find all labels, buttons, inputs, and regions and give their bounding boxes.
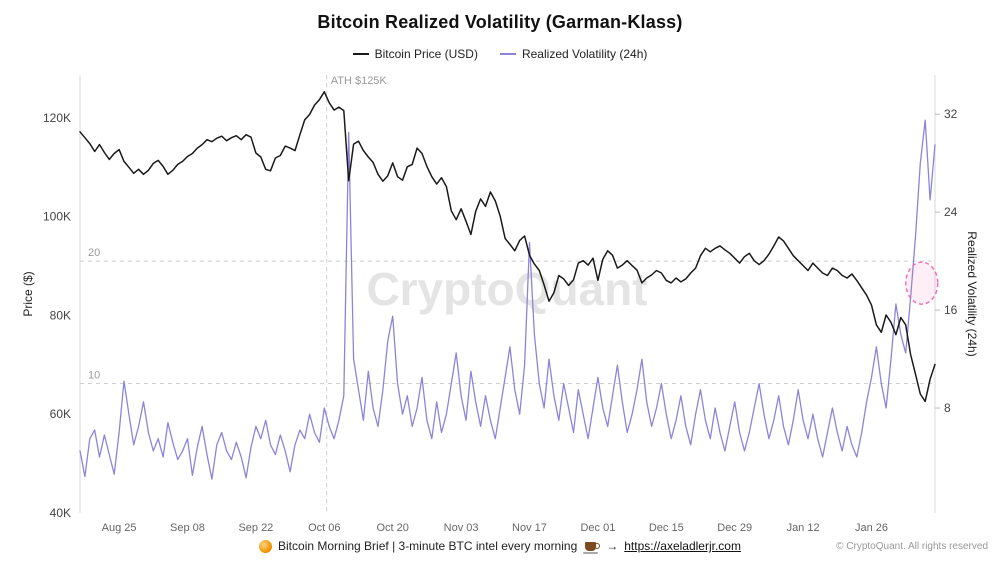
price-line-swatch bbox=[352, 53, 369, 55]
price-tick-label: 60K bbox=[50, 407, 71, 421]
date-tick-label: Dec 29 bbox=[717, 522, 752, 534]
arrow-icon: → bbox=[606, 539, 619, 553]
legend-label-volatility: Realized Volatility (24h) bbox=[521, 47, 648, 61]
ath-annotation-label: ATH $125K bbox=[331, 75, 388, 87]
date-tick-label: Dec 01 bbox=[580, 522, 615, 534]
volatility-tick-label: 16 bbox=[944, 303, 958, 317]
y-axis-title-volatility: Realized Volatility (24h) bbox=[965, 231, 979, 357]
date-tick-label: Sep 22 bbox=[238, 522, 273, 534]
date-tick-label: Jan 26 bbox=[855, 522, 888, 534]
legend-item-volatility: Realized Volatility (24h) bbox=[499, 47, 648, 61]
highlight-ellipse bbox=[905, 261, 939, 305]
volatility-tick-label: 8 bbox=[944, 401, 951, 415]
date-tick-label: Nov 03 bbox=[444, 522, 479, 534]
copyright: © CryptoQuant. All rights reserved bbox=[836, 541, 988, 552]
watermark: CryptoQuant bbox=[366, 263, 647, 315]
y-axis-title-price: Price ($) bbox=[21, 271, 35, 317]
chart-title: Bitcoin Realized Volatility (Garman-Klas… bbox=[317, 12, 683, 32]
volatility-tick-label: 32 bbox=[944, 107, 958, 121]
price-tick-label: 120K bbox=[43, 111, 71, 125]
price-tick-label: 40K bbox=[50, 506, 71, 520]
gridline-label: 20 bbox=[88, 247, 100, 259]
volatility-line-swatch bbox=[499, 53, 516, 55]
date-tick-label: Oct 06 bbox=[308, 522, 340, 534]
date-tick-label: Jan 12 bbox=[787, 522, 820, 534]
date-tick-label: Sep 08 bbox=[170, 522, 205, 534]
footer-text: Bitcoin Morning Brief | 3-minute BTC int… bbox=[278, 539, 578, 553]
volatility-tick-label: 24 bbox=[944, 205, 958, 219]
date-tick-label: Aug 25 bbox=[102, 522, 137, 534]
legend: Bitcoin Price (USD) Realized Volatility … bbox=[0, 47, 1000, 61]
price-tick-label: 80K bbox=[50, 308, 71, 322]
price-line bbox=[79, 91, 936, 403]
date-tick-label: Oct 20 bbox=[376, 522, 408, 534]
legend-item-price: Bitcoin Price (USD) bbox=[352, 47, 478, 61]
coffee-icon bbox=[583, 541, 601, 554]
date-tick-label: Dec 15 bbox=[649, 522, 684, 534]
footer: Bitcoin Morning Brief | 3-minute BTC int… bbox=[0, 539, 1000, 554]
footer-link[interactable]: https://axeladlerjr.com bbox=[624, 539, 741, 553]
date-tick-label: Nov 17 bbox=[512, 522, 547, 534]
orange-circle-icon bbox=[259, 539, 273, 553]
legend-label-price: Bitcoin Price (USD) bbox=[374, 47, 478, 61]
price-tick-label: 100K bbox=[43, 210, 71, 224]
volatility-line bbox=[79, 119, 936, 480]
gridline-label: 10 bbox=[88, 370, 100, 382]
